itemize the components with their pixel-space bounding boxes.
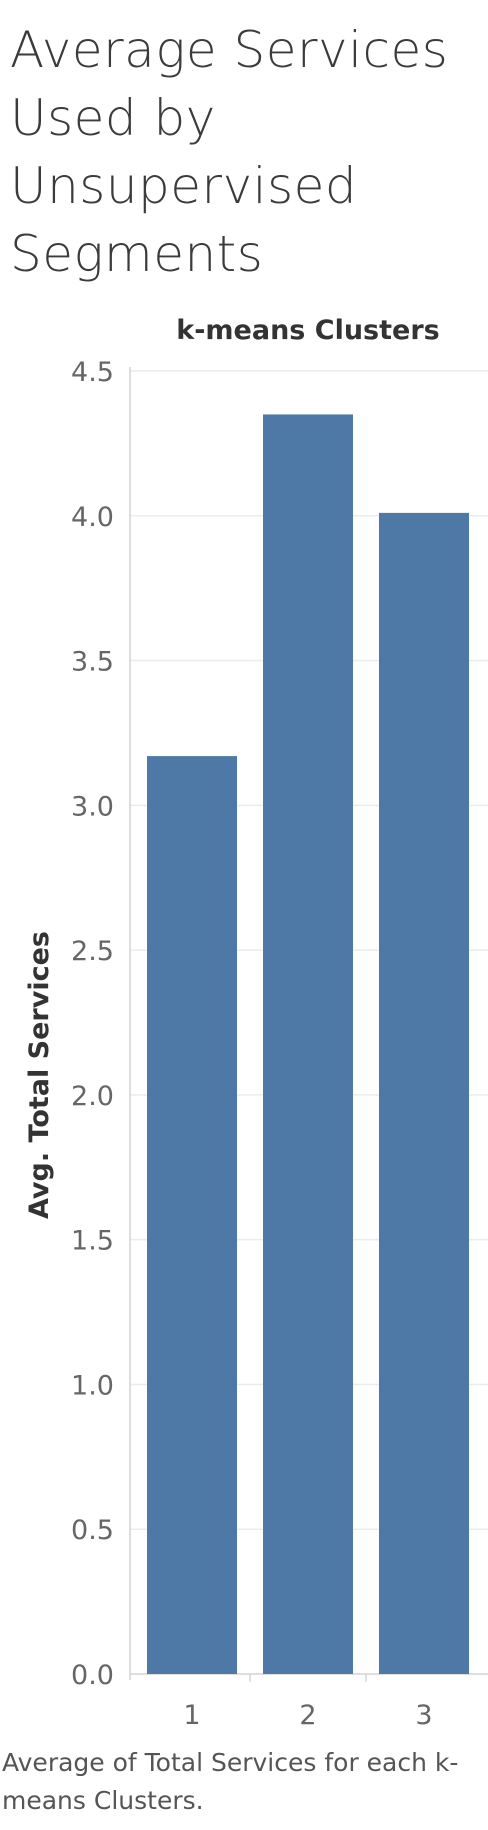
y-tick-label: 1.5 — [71, 1226, 114, 1257]
chart-area: k-means Clusters Avg. Total Services 0.0… — [0, 300, 488, 1740]
bar-cluster-1 — [147, 756, 237, 1674]
chart-caption: Average of Total Services for each k-mea… — [2, 1748, 459, 1815]
column-header: k-means Clusters — [176, 315, 440, 346]
bar-cluster-2 — [263, 414, 353, 1674]
bars — [147, 414, 469, 1674]
y-tick-labels: 0.0 0.5 1.0 1.5 2.0 2.5 3.0 3.5 4.0 4.5 — [71, 357, 114, 1691]
y-tick-label: 2.0 — [71, 1081, 114, 1112]
y-tick-label: 3.0 — [71, 791, 114, 822]
chart-title: Average Services Used by Unsupervised Se… — [10, 21, 449, 283]
bar-cluster-3 — [379, 512, 469, 1674]
x-tick-label: 3 — [415, 1700, 432, 1731]
x-tick-labels: 1 2 3 — [183, 1700, 432, 1731]
y-tick-label: 3.5 — [71, 647, 114, 678]
y-tick-label: 0.5 — [71, 1515, 114, 1546]
y-axis-label: Avg. Total Services — [24, 931, 55, 1219]
y-tick-label: 4.0 — [71, 502, 114, 533]
y-tick-label: 0.0 — [71, 1660, 114, 1691]
x-tick-label: 2 — [299, 1700, 316, 1731]
y-tick-label: 2.5 — [71, 936, 114, 967]
y-tick-label: 4.5 — [71, 357, 114, 388]
y-tick-label: 1.0 — [71, 1370, 114, 1401]
bar-chart: k-means Clusters Avg. Total Services 0.0… — [24, 315, 488, 1731]
x-tick-label: 1 — [183, 1700, 200, 1731]
